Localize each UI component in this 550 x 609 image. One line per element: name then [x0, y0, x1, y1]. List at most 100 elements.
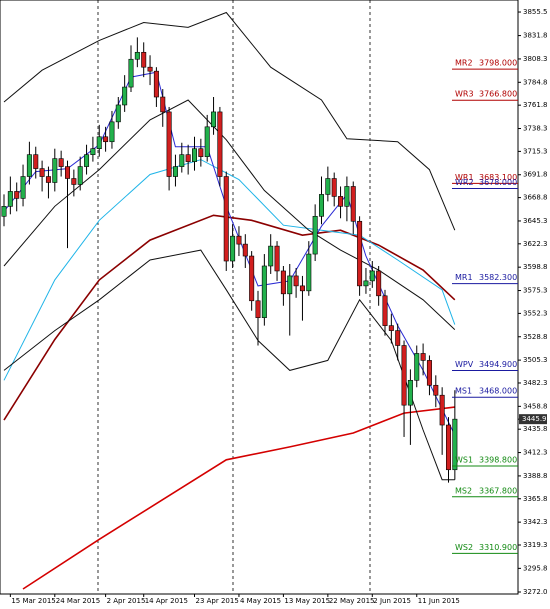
candle-body	[153, 70, 159, 98]
pivot-label: 3310.900	[479, 543, 517, 552]
y-tick-label: 3435.8	[523, 425, 548, 433]
candle-body	[433, 384, 439, 396]
candle-body	[357, 220, 363, 287]
candle-body	[39, 168, 45, 177]
x-tick-label: 15 Mar 2015	[11, 597, 55, 605]
candle-body	[369, 270, 375, 282]
candle-body	[134, 51, 140, 60]
candle-body	[115, 104, 121, 123]
candle-body	[338, 196, 344, 207]
x-tick-label: 2 Jun 2015	[373, 597, 411, 605]
candle-body	[52, 158, 58, 183]
pivot-label: 3683.100	[479, 173, 517, 182]
pivot-name: MR2	[455, 59, 473, 68]
pivot-name: WR2	[455, 178, 474, 187]
y-tick-label: 3715.3	[523, 147, 548, 155]
y-tick-label: 3598.8	[523, 263, 548, 271]
indicator-line	[3, 159, 456, 381]
candle-body	[77, 166, 83, 185]
pivot-name: MR1	[455, 273, 473, 282]
pivot-name: WPV	[455, 360, 474, 369]
candle-body	[223, 176, 229, 262]
pivot-name: WS2	[455, 543, 473, 552]
y-tick-label: 3412.3	[523, 449, 548, 457]
pivot-label: 3367.800	[479, 486, 517, 495]
indicator-line	[3, 249, 455, 481]
candle-body	[331, 178, 337, 197]
x-tick-label: 11 Jun 2015	[418, 597, 460, 605]
candle-body	[217, 111, 223, 177]
y-tick-label: 3691.8	[523, 171, 548, 179]
y-tick-label: 3668.8	[523, 194, 548, 202]
pivot-name: WR1	[455, 173, 474, 182]
y-tick-label: 3552.3	[523, 309, 548, 317]
candle-body	[407, 379, 413, 406]
y-tick-label: 3482.3	[523, 379, 548, 387]
candle-body	[166, 111, 172, 177]
pivot-label: 3678.000	[479, 178, 517, 187]
candle-body	[172, 166, 178, 177]
y-tick-label: 3342.3	[523, 518, 548, 526]
candle-body	[90, 148, 96, 155]
candle-body	[293, 275, 299, 287]
pivot-name: WR3	[455, 90, 474, 99]
candle-body	[401, 345, 407, 406]
candle-body	[426, 360, 432, 386]
candle-body	[33, 154, 39, 169]
pivot-label: 3398.800	[479, 455, 517, 464]
candle-body	[287, 275, 293, 295]
candle-body	[280, 270, 286, 295]
candle-body	[325, 178, 331, 195]
y-tick-label: 3645.3	[523, 217, 548, 225]
candle-body	[185, 154, 191, 162]
candle-body	[103, 136, 109, 143]
candle-body	[376, 270, 382, 297]
candle-body	[306, 253, 312, 292]
candle-body	[198, 148, 204, 157]
candle-body	[128, 58, 134, 88]
candle-body	[318, 194, 324, 217]
y-tick-label: 3388.8	[523, 472, 548, 480]
candle-body	[7, 191, 13, 207]
x-tick-label: 23 Apr 2015	[196, 597, 239, 605]
candle-body	[274, 245, 280, 272]
pivot-label: 3494.900	[479, 360, 517, 369]
candle-body	[445, 424, 451, 471]
candle-body	[26, 154, 32, 177]
y-tick-label: 3622.3	[523, 240, 548, 248]
candle-body	[147, 66, 153, 72]
pivot-label: 3798.000	[479, 59, 517, 68]
candle-body	[20, 176, 26, 199]
candle-body	[211, 111, 217, 128]
candle-body	[204, 126, 210, 157]
candle-body	[249, 255, 255, 302]
candle-body	[268, 245, 274, 267]
pivot-label: 3468.000	[479, 387, 517, 396]
y-tick-label: 3295.8	[523, 564, 548, 572]
y-tick-label: 3458.8	[523, 402, 548, 410]
plot-frame	[0, 0, 519, 595]
x-tick-label: 14 Apr 2015	[145, 597, 188, 605]
pivot-name: MS2	[455, 486, 472, 495]
candle-body	[414, 353, 420, 381]
y-tick-label: 3738.3	[523, 125, 548, 133]
x-tick-label: 2 Apr 2015	[107, 597, 146, 605]
candle-body	[242, 243, 248, 257]
x-tick-label: 13 May 2015	[284, 597, 330, 605]
candle-body	[312, 215, 318, 255]
y-tick-label: 3784.8	[523, 78, 548, 86]
candle-body	[160, 96, 166, 113]
x-tick-label: 22 May 2015	[329, 597, 375, 605]
y-tick-label: 3528.8	[523, 333, 548, 341]
pivot-label: 3766.800	[479, 90, 517, 99]
candle-body	[109, 121, 115, 143]
y-tick-label: 3505.3	[523, 356, 548, 364]
candle-body	[1, 206, 7, 217]
indicator-line	[3, 99, 456, 330]
y-tick-label: 3575.3	[523, 287, 548, 295]
candle-body	[45, 176, 51, 183]
y-tick-label: 3365.8	[523, 495, 548, 503]
candle-body	[261, 265, 267, 318]
y-tick-label: 3855.5	[523, 8, 548, 16]
